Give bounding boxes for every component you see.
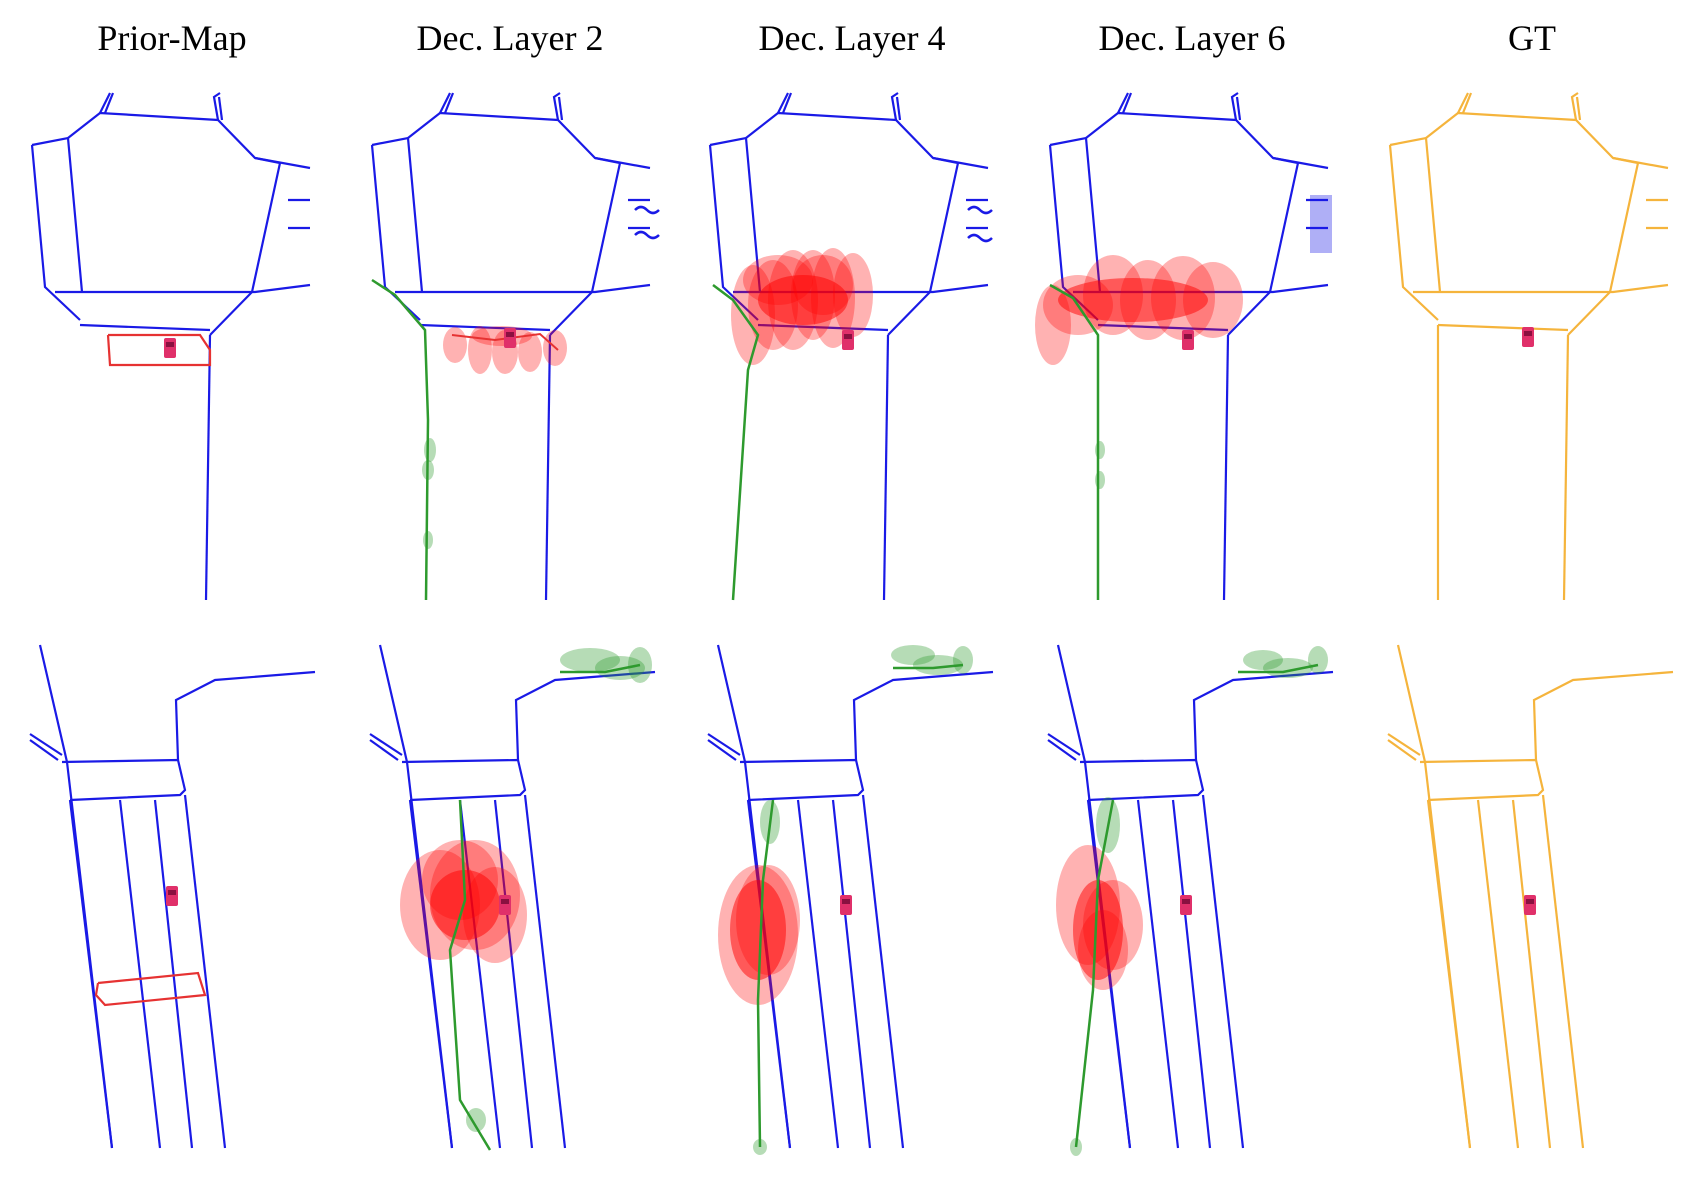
panel-r1-dec-layer-2 bbox=[370, 91, 660, 602]
panel-r2-dec-layer-4 bbox=[706, 643, 995, 1155]
column-title-gt: GT bbox=[1508, 18, 1556, 58]
panel-r1-gt bbox=[1388, 91, 1670, 602]
ego-car-icon bbox=[499, 895, 511, 915]
panel-r2-prior-map bbox=[28, 643, 317, 1150]
prior-change-region bbox=[106, 333, 212, 367]
prior-change-region bbox=[94, 971, 207, 1007]
ego-car-icon bbox=[842, 330, 854, 350]
panel-r1-dec-layer-6 bbox=[1035, 91, 1332, 602]
ego-car-icon bbox=[166, 886, 178, 906]
panel-r2-dec-layer-2 bbox=[368, 643, 657, 1151]
panel-r1-prior-map bbox=[30, 91, 312, 602]
ego-car-icon bbox=[840, 895, 852, 915]
column-title-dec-layer-2: Dec. Layer 2 bbox=[416, 18, 604, 58]
ego-car-icon bbox=[1524, 895, 1536, 915]
ego-car-icon bbox=[1182, 330, 1194, 350]
panel-r1-dec-layer-4 bbox=[708, 91, 993, 602]
ego-car-icon bbox=[164, 338, 176, 358]
ego-car-icon bbox=[1180, 895, 1192, 915]
column-title-prior-map: Prior-Map bbox=[97, 18, 247, 58]
panel-r2-dec-layer-6 bbox=[1046, 643, 1335, 1156]
panel-r2-gt bbox=[1386, 643, 1675, 1150]
ego-car-icon bbox=[1522, 327, 1534, 347]
ego-car-icon bbox=[504, 328, 516, 348]
column-title-dec-layer-4: Dec. Layer 4 bbox=[758, 18, 946, 58]
column-title-dec-layer-6: Dec. Layer 6 bbox=[1098, 18, 1286, 58]
